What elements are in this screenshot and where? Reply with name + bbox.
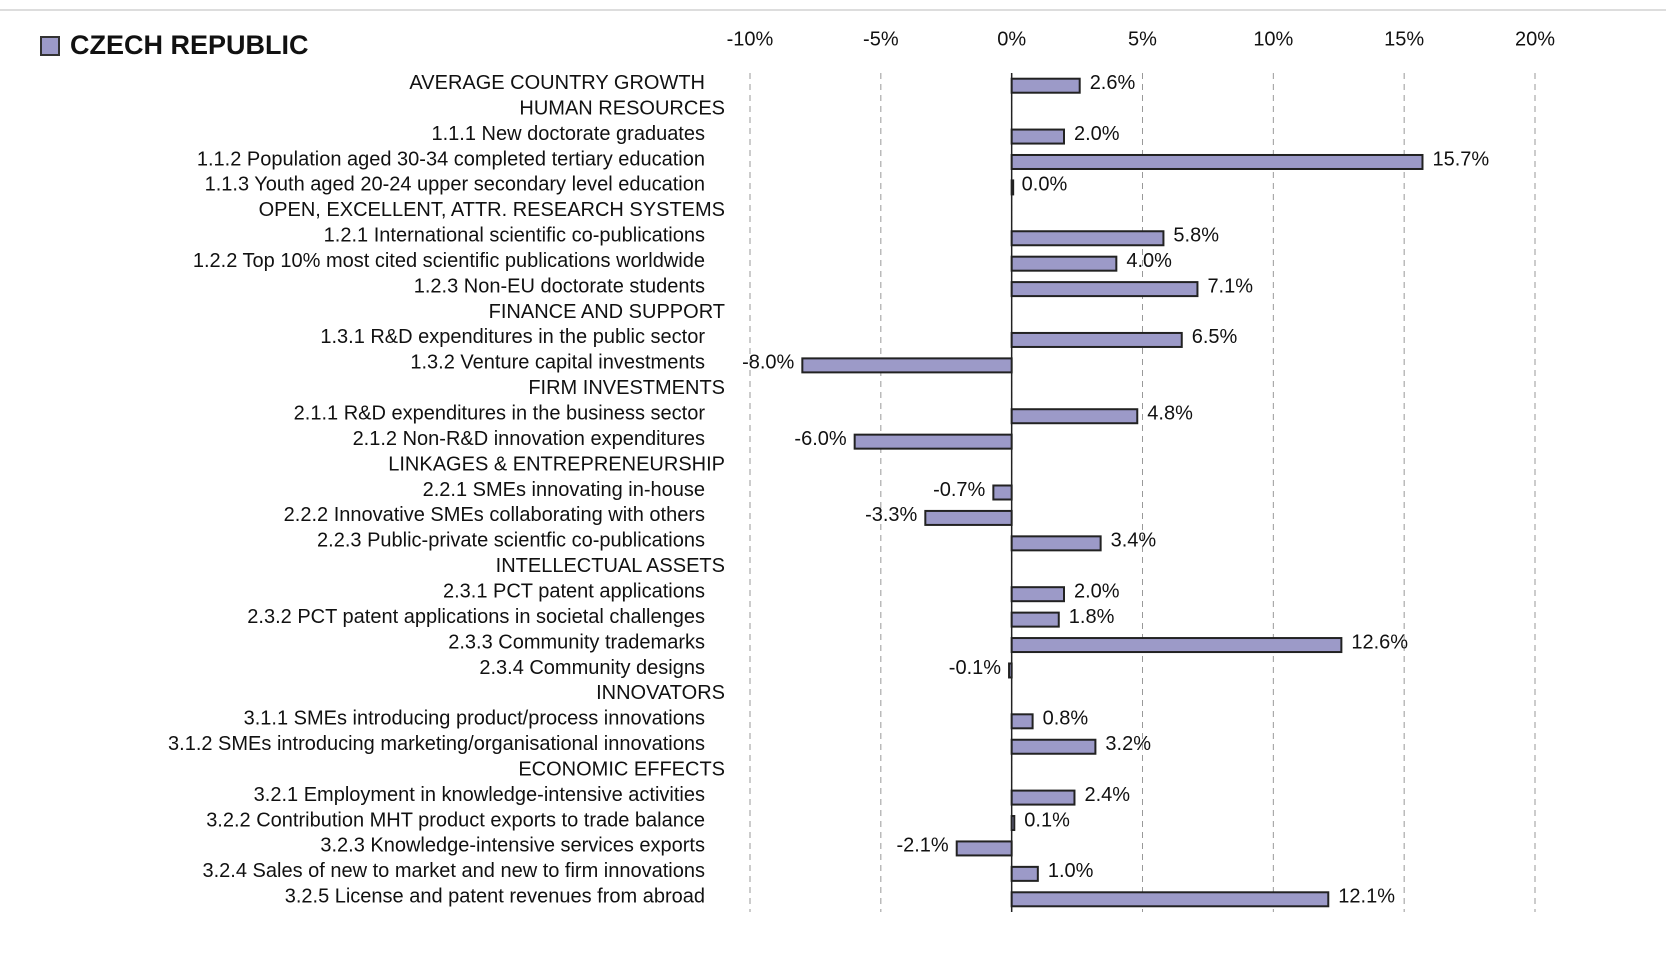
category-label: 1.1.2 Population aged 30-34 completed te… bbox=[197, 148, 705, 170]
bar bbox=[1010, 255, 1118, 272]
bar bbox=[1010, 789, 1076, 806]
bar bbox=[1008, 662, 1013, 679]
value-label: 2.0% bbox=[1074, 123, 1120, 145]
value-label: 15.7% bbox=[1432, 148, 1489, 170]
value-label: 6.5% bbox=[1192, 326, 1238, 348]
legend-label: CZECH REPUBLIC bbox=[70, 30, 309, 60]
section-label: LINKAGES & ENTREPRENEURSHIP bbox=[388, 453, 725, 475]
category-label: 2.1.2 Non-R&D innovation expenditures bbox=[353, 428, 705, 450]
legend-swatch bbox=[40, 36, 60, 56]
value-label: 2.0% bbox=[1074, 580, 1120, 602]
category-label: 1.3.1 R&D expenditures in the public sec… bbox=[320, 326, 705, 348]
x-tick-label: 15% bbox=[1384, 28, 1424, 50]
section-label: FIRM INVESTMENTS bbox=[528, 377, 725, 399]
category-label: 2.3.3 Community trademarks bbox=[448, 631, 705, 653]
x-tick-label: -5% bbox=[863, 28, 899, 50]
category-label: 3.2.5 License and patent revenues from a… bbox=[285, 886, 705, 908]
bar bbox=[1010, 586, 1066, 603]
x-tick-label: 0% bbox=[997, 28, 1026, 50]
bar bbox=[1010, 815, 1016, 832]
category-label: 1.1.3 Youth aged 20-24 upper secondary l… bbox=[205, 174, 705, 196]
value-label: 2.4% bbox=[1084, 784, 1130, 806]
value-label: 3.4% bbox=[1111, 530, 1157, 552]
bar bbox=[992, 484, 1013, 501]
category-label: 1.1.1 New doctorate graduates bbox=[431, 123, 705, 145]
value-label: -8.0% bbox=[742, 352, 794, 374]
bar bbox=[955, 840, 1013, 857]
bar bbox=[1010, 713, 1034, 730]
value-label: 1.0% bbox=[1048, 860, 1094, 882]
value-label: -3.3% bbox=[865, 504, 917, 526]
category-label: 3.2.1 Employment in knowledge-intensive … bbox=[254, 784, 705, 806]
x-tick-label: 20% bbox=[1515, 28, 1555, 50]
category-label: 1.2.2 Top 10% most cited scientific publ… bbox=[193, 250, 705, 272]
bar bbox=[1010, 865, 1039, 882]
value-label: 12.1% bbox=[1338, 886, 1395, 908]
value-label: 4.8% bbox=[1147, 403, 1193, 425]
category-label: AVERAGE COUNTRY GROWTH bbox=[409, 72, 705, 94]
value-label: -6.0% bbox=[794, 428, 846, 450]
value-label: 0.0% bbox=[1022, 174, 1068, 196]
category-label: 2.3.4 Community designs bbox=[479, 657, 705, 679]
category-label: 3.2.4 Sales of new to market and new to … bbox=[203, 860, 706, 882]
section-label: HUMAN RESOURCES bbox=[519, 97, 725, 119]
bar bbox=[853, 433, 1013, 450]
category-label: 1.3.2 Venture capital investments bbox=[410, 352, 705, 374]
bar bbox=[1010, 611, 1060, 628]
bar bbox=[1010, 331, 1183, 348]
bar bbox=[1010, 230, 1165, 247]
bar bbox=[801, 357, 1013, 374]
category-label: 3.2.2 Contribution MHT product exports t… bbox=[206, 809, 705, 831]
value-label: -0.1% bbox=[949, 657, 1001, 679]
bar bbox=[1010, 891, 1330, 908]
bar bbox=[1010, 281, 1199, 298]
category-label: 2.3.1 PCT patent applications bbox=[443, 580, 705, 602]
value-label: -2.1% bbox=[896, 835, 948, 857]
bar bbox=[1010, 179, 1015, 196]
category-label: 2.3.2 PCT patent applications in societa… bbox=[247, 606, 705, 628]
category-label: 3.1.1 SMEs introducing product/process i… bbox=[244, 708, 705, 730]
category-label: 3.1.2 SMEs introducing marketing/organis… bbox=[168, 733, 705, 755]
category-label: 2.2.1 SMEs innovating in-house bbox=[423, 479, 705, 501]
bar bbox=[1010, 153, 1424, 170]
section-label: FINANCE AND SUPPORT bbox=[489, 301, 725, 323]
bar bbox=[1010, 128, 1066, 145]
section-label: ECONOMIC EFFECTS bbox=[518, 758, 725, 780]
category-label: 3.2.3 Knowledge-intensive services expor… bbox=[320, 835, 705, 857]
x-tick-label: -10% bbox=[727, 28, 774, 50]
value-label: 7.1% bbox=[1207, 275, 1253, 297]
x-tick-label: 5% bbox=[1128, 28, 1157, 50]
value-label: -0.7% bbox=[933, 479, 985, 501]
value-label: 4.0% bbox=[1126, 250, 1172, 272]
value-label: 0.8% bbox=[1043, 708, 1089, 730]
value-label: 1.8% bbox=[1069, 606, 1115, 628]
value-label: 5.8% bbox=[1173, 225, 1219, 247]
category-label: 2.2.3 Public-private scientfic co-public… bbox=[317, 530, 705, 552]
bar bbox=[1010, 535, 1102, 552]
category-label: 2.1.1 R&D expenditures in the business s… bbox=[294, 403, 706, 425]
category-label: 2.2.2 Innovative SMEs collaborating with… bbox=[284, 504, 705, 526]
value-label: 3.2% bbox=[1105, 733, 1151, 755]
value-label: 0.1% bbox=[1024, 809, 1070, 831]
bar bbox=[1010, 408, 1139, 425]
bar bbox=[1010, 637, 1343, 654]
category-label: 1.2.1 International scientific co-public… bbox=[324, 225, 705, 247]
section-label: OPEN, EXCELLENT, ATTR. RESEARCH SYSTEMS bbox=[259, 199, 725, 221]
bar bbox=[1010, 738, 1097, 755]
bar bbox=[924, 509, 1013, 526]
bar bbox=[1010, 77, 1081, 94]
value-label: 2.6% bbox=[1090, 72, 1136, 94]
category-label: 1.2.3 Non-EU doctorate students bbox=[414, 275, 705, 297]
value-label: 12.6% bbox=[1351, 631, 1408, 653]
section-label: INNOVATORS bbox=[596, 682, 725, 704]
section-label: INTELLECTUAL ASSETS bbox=[496, 555, 725, 577]
x-tick-label: 10% bbox=[1253, 28, 1293, 50]
